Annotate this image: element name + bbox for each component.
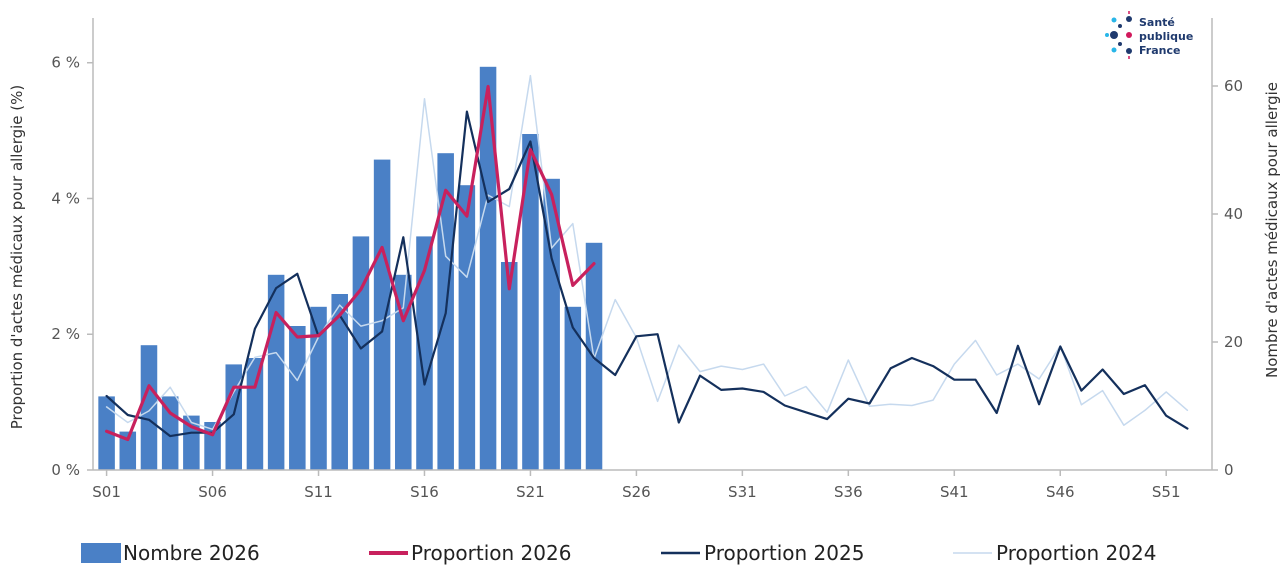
bar-nombre-2026 (543, 178, 560, 471)
bar-nombre-2026 (331, 294, 348, 470)
y-tick-label: 4 % (51, 189, 80, 207)
bar-nombre-2026 (416, 236, 433, 470)
bar-nombre-2026 (373, 159, 391, 470)
logo-dot (1126, 16, 1132, 22)
bar-nombre-2026 (267, 274, 285, 470)
sante-publique-france-logo: Santé publique France (1105, 11, 1193, 59)
x-tick-label: S01 (92, 483, 121, 501)
bar-nombre-2026 (225, 364, 243, 470)
line-proportion-2025 (105, 110, 1189, 438)
lines-layer (104, 74, 1189, 442)
y2-tick-label: 0 (1224, 461, 1234, 479)
bar-nombre-2026 (522, 134, 539, 470)
bar-nombre-2026 (500, 262, 518, 470)
y-tick-label: 2 % (51, 325, 80, 343)
logo-dot (1118, 42, 1122, 46)
legend-item-proportion-2025[interactable]: Proportion 2025 (661, 541, 864, 565)
legend: Nombre 2026 Proportion 2026 Proportion 2… (81, 541, 1156, 565)
legend-label: Proportion 2025 (704, 541, 864, 565)
bar-nombre-2026 (246, 358, 264, 470)
line-proportion-2026 (104, 84, 596, 442)
bar-nombre-2026 (479, 66, 497, 471)
logo-dot (1105, 33, 1109, 37)
logo-dot (1111, 17, 1117, 23)
logo-dot (1126, 32, 1132, 38)
legend-label: Proportion 2024 (996, 541, 1156, 565)
legend-label: Nombre 2026 (123, 541, 260, 565)
y-tick-label: 0 % (51, 461, 80, 479)
y2-tick-label: 40 (1224, 205, 1243, 223)
logo-text-line2: publique (1139, 30, 1193, 43)
bar-nombre-2026 (310, 306, 327, 470)
y2-tick-label: 20 (1224, 333, 1243, 351)
logo-text-line3: France (1139, 44, 1180, 57)
bar-nombre-2026 (98, 396, 115, 470)
y2-tick-label: 60 (1224, 77, 1243, 95)
legend-swatch-bar (81, 543, 121, 563)
x-tick-label: S06 (198, 483, 227, 501)
x-tick-label: S21 (516, 483, 545, 501)
legend-item-nombre-2026[interactable]: Nombre 2026 (81, 541, 260, 565)
bar-nombre-2026 (289, 326, 306, 470)
x-tick-label: S16 (410, 483, 439, 501)
bar-nombre-2026 (564, 306, 582, 470)
line-proportion-2024 (105, 74, 1189, 431)
legend-label: Proportion 2026 (411, 541, 571, 565)
logo-dot (1118, 24, 1122, 28)
bars-layer (98, 66, 603, 471)
x-tick-label: S51 (1152, 483, 1181, 501)
y-axis-title: Proportion d'actes médicaux pour allergi… (8, 85, 26, 430)
x-tick-label: S36 (834, 483, 863, 501)
x-tick-label: S26 (622, 483, 651, 501)
logo-dot (1111, 47, 1117, 53)
axes-layer: 0 % 2 % 4 % 6 % 0 20 40 60 S01 S06 S11 S16 S21 S26 S31… (51, 18, 1243, 501)
x-tick-label: S41 (940, 483, 969, 501)
bar-nombre-2026 (458, 185, 476, 470)
logo-dot (1126, 48, 1132, 54)
legend-item-proportion-2026[interactable]: Proportion 2026 (369, 541, 571, 565)
logo-dot (1110, 31, 1118, 39)
bar-nombre-2026 (119, 431, 137, 470)
legend-item-proportion-2024[interactable]: Proportion 2024 (953, 541, 1156, 565)
y2-axis-title: Nombre d'actes médicaux pour allergie (1263, 82, 1281, 378)
logo-text-line1: Santé (1139, 16, 1175, 29)
bar-nombre-2026 (140, 345, 158, 470)
x-tick-label: S46 (1046, 483, 1075, 501)
y-tick-label: 6 % (51, 54, 80, 72)
bar-nombre-2026 (395, 274, 412, 470)
x-tick-label: S11 (304, 483, 333, 501)
x-tick-label: S31 (728, 483, 757, 501)
bar-nombre-2026 (352, 236, 370, 470)
